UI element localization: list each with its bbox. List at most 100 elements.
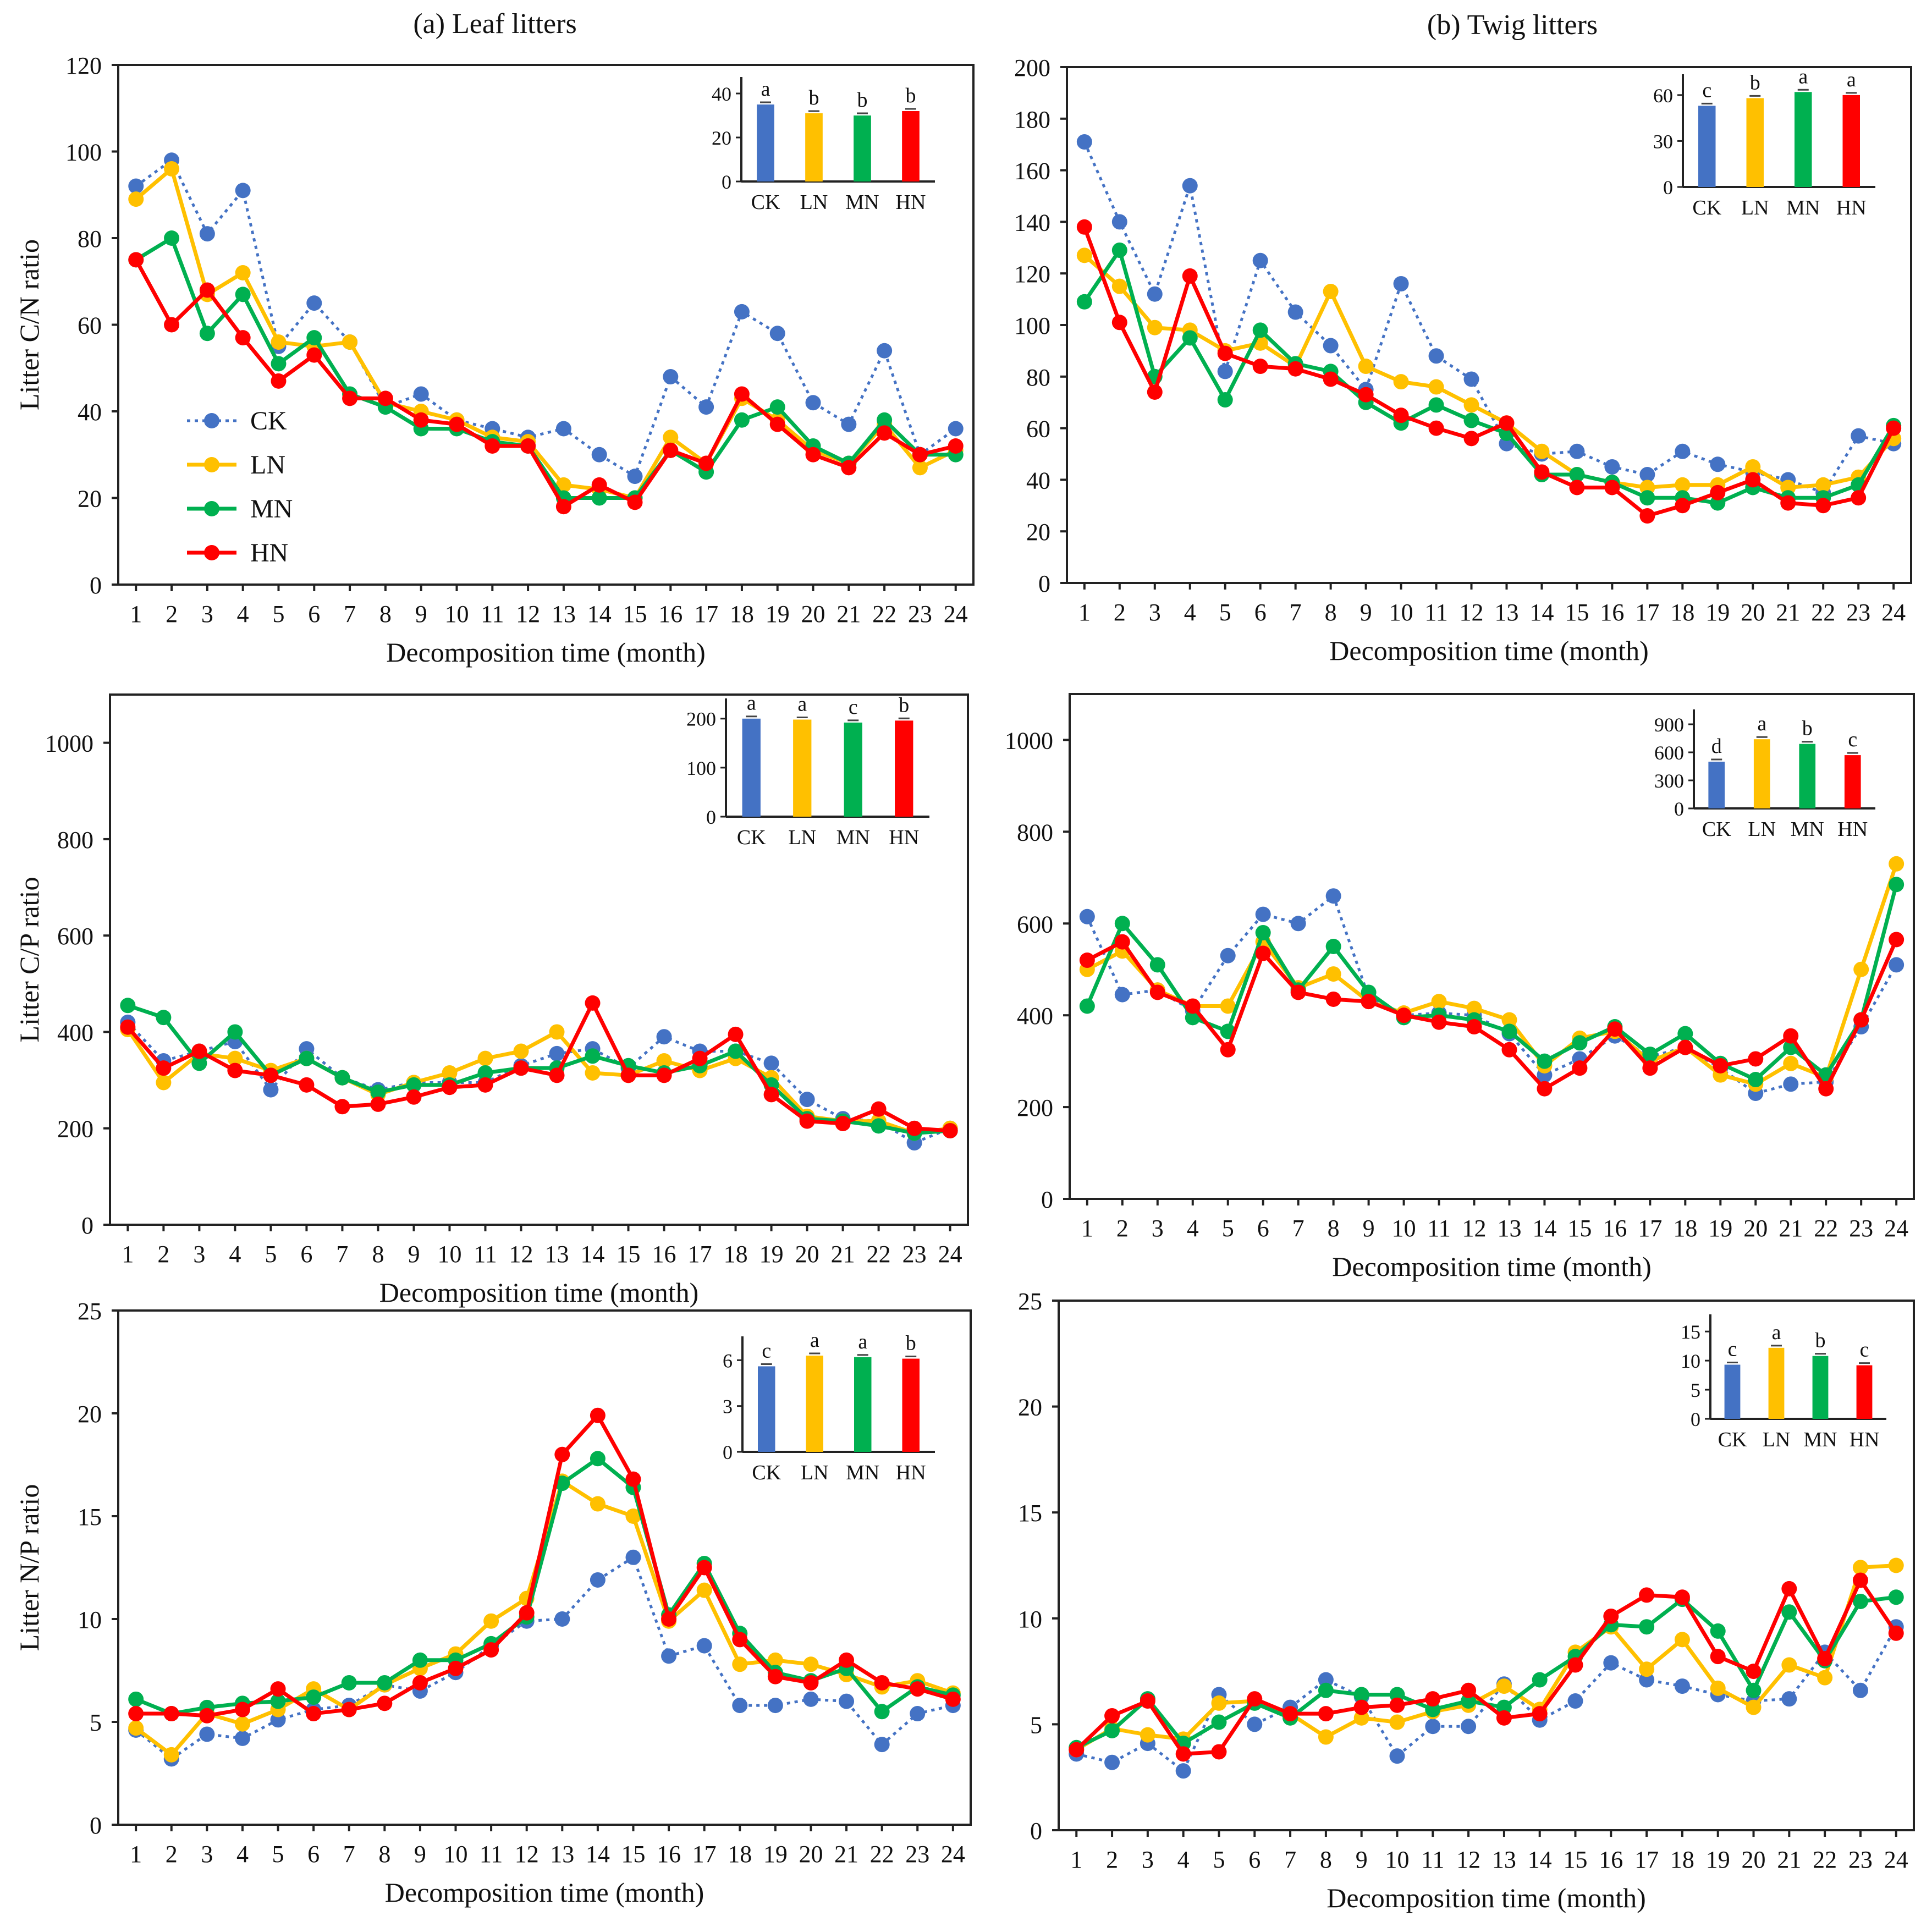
data-point-MN: [1104, 1722, 1120, 1738]
x-tick-label: 3: [193, 1241, 205, 1268]
data-point-HN: [1852, 1572, 1868, 1588]
y-tick-label: 0: [90, 572, 102, 599]
x-tick-label: 21: [834, 1841, 858, 1868]
data-point-HN: [912, 447, 928, 463]
y-axis-title: Litter N/P ratio: [14, 1484, 45, 1651]
data-point-LN: [1140, 1727, 1155, 1743]
data-point-CK: [549, 1045, 565, 1061]
data-point-HN: [270, 1681, 286, 1697]
x-tick-label: 23: [905, 1841, 929, 1868]
legend-marker-CK: [204, 413, 219, 428]
data-point-CK: [734, 304, 750, 320]
x-tick-label: 6: [307, 1841, 320, 1868]
inset-bar-CK: [1698, 106, 1716, 187]
y-axis-title: Litter C/P ratio: [14, 877, 45, 1043]
data-point-HN: [1572, 1060, 1588, 1076]
x-tick-label: 16: [1603, 1215, 1627, 1242]
data-point-MN: [477, 1065, 493, 1081]
x-tick-label: 5: [272, 601, 284, 627]
x-tick-label: 11: [1421, 1846, 1444, 1873]
data-point-HN: [164, 317, 180, 333]
data-point-CK: [805, 395, 821, 411]
inset-x-label: CK: [1702, 818, 1731, 841]
x-tick-label: 22: [872, 601, 896, 627]
x-tick-label: 7: [344, 601, 356, 627]
data-point-MN: [1532, 1672, 1548, 1688]
data-point-LN: [1888, 1557, 1904, 1573]
x-tick-label: 18: [1670, 599, 1694, 626]
data-point-LN: [1431, 994, 1447, 1010]
data-point-CK: [1217, 364, 1233, 379]
data-point-HN: [263, 1067, 279, 1083]
data-point-LN: [1852, 1560, 1868, 1576]
data-point-MN: [1079, 998, 1095, 1014]
inset-x-label: MN: [845, 191, 879, 214]
data-point-HN: [1783, 1028, 1799, 1044]
x-tick-label: 2: [157, 1241, 169, 1268]
data-point-CK: [874, 1737, 890, 1753]
data-point-CK: [1851, 428, 1867, 444]
data-point-MN: [1889, 877, 1905, 893]
inset-x-label: LN: [1763, 1428, 1791, 1451]
x-tick-label: 24: [1881, 599, 1906, 626]
inset-bar-HN: [902, 1358, 920, 1452]
data-point-MN: [1501, 1023, 1517, 1039]
x-tick-label: 8: [378, 1841, 390, 1868]
data-point-HN: [1211, 1744, 1227, 1760]
data-point-LN: [1318, 1729, 1334, 1745]
x-tick-label: 3: [201, 601, 213, 627]
data-point-CK: [1604, 459, 1620, 475]
data-point-CK: [625, 1549, 641, 1565]
data-point-MN: [1463, 412, 1479, 428]
y-tick-label: 20: [78, 1401, 102, 1428]
x-tick-label: 18: [1670, 1846, 1694, 1873]
x-tick-label: 14: [587, 601, 612, 627]
data-point-HN: [656, 1067, 672, 1083]
inset-bar-LN: [1768, 1347, 1785, 1419]
data-point-HN: [1140, 1693, 1155, 1709]
x-tick-label: 15: [1565, 599, 1589, 626]
data-point-HN: [1290, 984, 1306, 1000]
x-tick-label: 8: [1325, 599, 1337, 626]
data-point-MN: [1639, 490, 1655, 506]
data-point-HN: [871, 1101, 887, 1117]
x-axis-title: Decomposition time (month): [385, 1877, 704, 1908]
data-point-HN: [1325, 991, 1341, 1007]
x-tick-label: 15: [1567, 1215, 1592, 1242]
data-point-CK: [1389, 1748, 1405, 1764]
data-point-CK: [803, 1691, 819, 1707]
data-point-CK: [1111, 214, 1127, 230]
x-tick-label: 12: [509, 1241, 533, 1268]
y-tick-label: 120: [1014, 261, 1050, 288]
data-point-HN: [732, 1632, 748, 1648]
data-point-HN: [227, 1062, 243, 1078]
data-point-CK: [554, 1611, 570, 1627]
y-tick-label: 200: [1017, 1094, 1053, 1121]
data-point-LN: [477, 1050, 493, 1066]
data-point-HN: [1675, 498, 1691, 514]
y-tick-label: 200: [1014, 54, 1050, 81]
series-line-LN: [1083, 254, 1895, 490]
data-point-LN: [1325, 966, 1341, 982]
x-tick-label: 15: [621, 1841, 645, 1868]
data-point-MN: [1252, 322, 1268, 338]
x-tick-label: 10: [437, 1241, 461, 1268]
y-tick-label: 600: [57, 923, 93, 950]
plot-frame: [117, 1309, 972, 1826]
legend-label-HN: HN: [250, 538, 288, 568]
x-tick-label: 12: [516, 601, 540, 627]
x-axis-title: Decomposition time (month): [1329, 635, 1648, 666]
series-line-HN: [1082, 226, 1896, 518]
data-point-MN: [199, 326, 215, 342]
data-point-MN: [341, 1675, 357, 1691]
data-point-HN: [1534, 464, 1550, 480]
y-tick-label: 0: [1038, 570, 1050, 597]
data-point-HN: [1252, 359, 1268, 375]
inset-significance-letter: c: [849, 696, 858, 719]
data-point-MN: [1353, 1687, 1369, 1703]
data-point-CK: [1783, 1076, 1799, 1092]
data-point-CK: [128, 178, 144, 194]
data-point-HN: [1323, 371, 1339, 387]
